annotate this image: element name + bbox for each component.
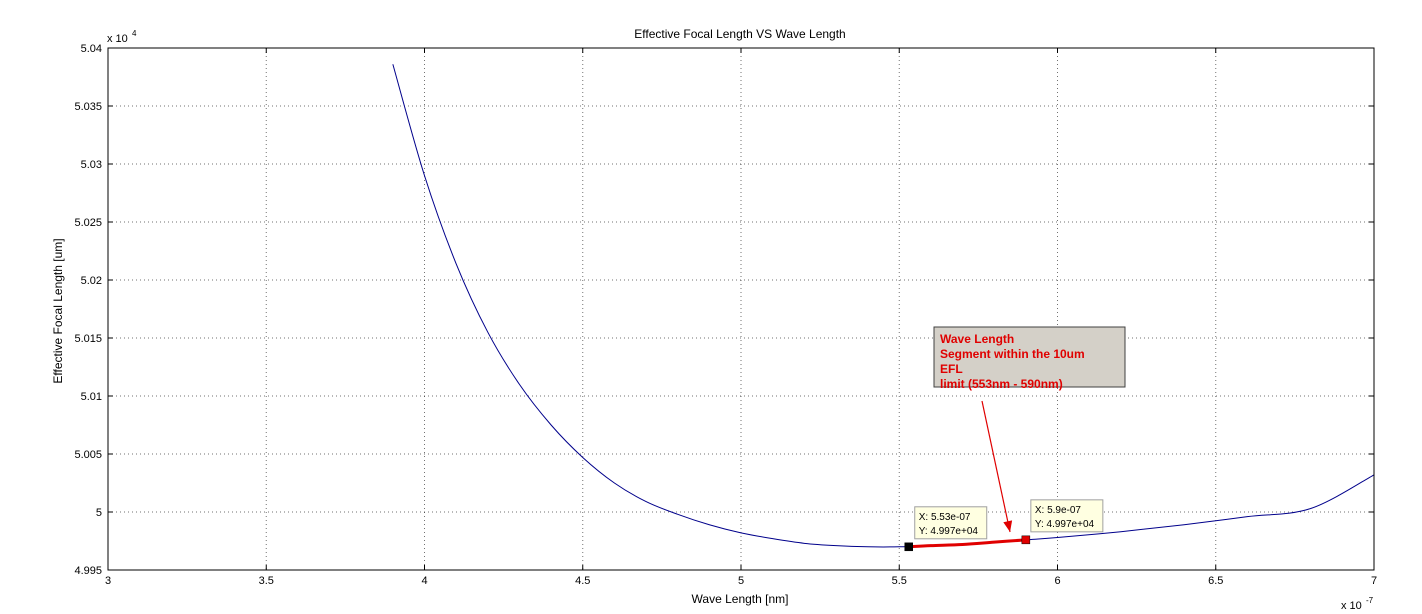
x-tick-label: 3.5 [259,575,274,587]
datatip[interactable]: X: 5.53e-07 Y: 4.997e+04 [904,506,988,552]
y-tick-label: 5 [96,507,102,519]
datatip-box [1030,499,1104,533]
y-tick-label: 5.01 [81,391,102,403]
chart-title: Effective Focal Length VS Wave Length [634,27,845,41]
x-tick-label: 4.5 [575,575,590,587]
y-tick-label: 5.015 [74,333,102,345]
datatip-x-text: X: 5.53e-07 [919,512,971,523]
datatip-y-text: Y: 4.997e+04 [1035,519,1095,530]
x-tick-label: 5 [738,575,744,587]
x-axis-label: Wave Length [nm] [692,592,789,606]
x-tick-label: 4 [421,575,427,587]
y-tick-label: 4.995 [74,565,102,577]
y-tick-label: 5.02 [81,275,102,287]
axis-ticks: 3 3.5 4 4.5 5 5.5 6 6.5 7 4.995 5 5.005 5.01 5.015 5.0… [74,43,1377,587]
datatip-layer: X: 5.53e-07 Y: 4.997e+04 X: 5.9e-07 Y: 4.99… [904,499,1104,552]
x-exponent-base: x 10 [1341,600,1362,612]
x-tick-label: 7 [1371,575,1377,587]
annotation-line: Segment within the 10um [940,347,1085,361]
annotation-box [933,326,1126,388]
x-tick-label: 6 [1054,575,1060,587]
datatip-x-text: X: 5.9e-07 [1035,505,1082,516]
y-tick-label: 5.03 [81,159,102,171]
annotation-line: limit (553nm - 590nm) [940,377,1063,391]
datatip-box [914,506,988,540]
x-tick-label: 5.5 [892,575,907,587]
y-tick-label: 5.04 [81,43,102,55]
efl-curve-line [392,64,1375,548]
x-exponent-power: -7 [1366,596,1374,605]
y-tick-label: 5.035 [74,101,102,113]
annotation-arrow-head [1003,520,1013,533]
y-axis-label: Effective Focal Length [um] [51,238,65,383]
datatip-marker[interactable] [1021,535,1031,545]
annotation-line: Wave Length [940,332,1014,346]
grid-lines [108,48,1374,570]
x-tick-label: 3 [105,575,111,587]
x-tick-label: 6.5 [1208,575,1223,587]
annotation-arrow-shaft [981,400,1011,533]
y-exponent-power: 4 [132,29,137,38]
y-tick-label: 5.025 [74,217,102,229]
axes-frame [107,47,1375,571]
y-exponent-label: x 10 4 [107,29,137,45]
y-exponent-base: x 10 [107,33,128,45]
datatip[interactable]: X: 5.9e-07 Y: 4.997e+04 [1021,499,1104,545]
data-series [392,64,1375,549]
highlight-segment-line [908,538,1026,549]
datatip-y-text: Y: 4.997e+04 [919,526,979,537]
y-tick-label: 5.005 [74,449,102,461]
annotation-line: EFL [940,362,963,376]
x-exponent-label: x 10 -7 [1341,596,1374,612]
datatip-marker[interactable] [904,542,913,552]
